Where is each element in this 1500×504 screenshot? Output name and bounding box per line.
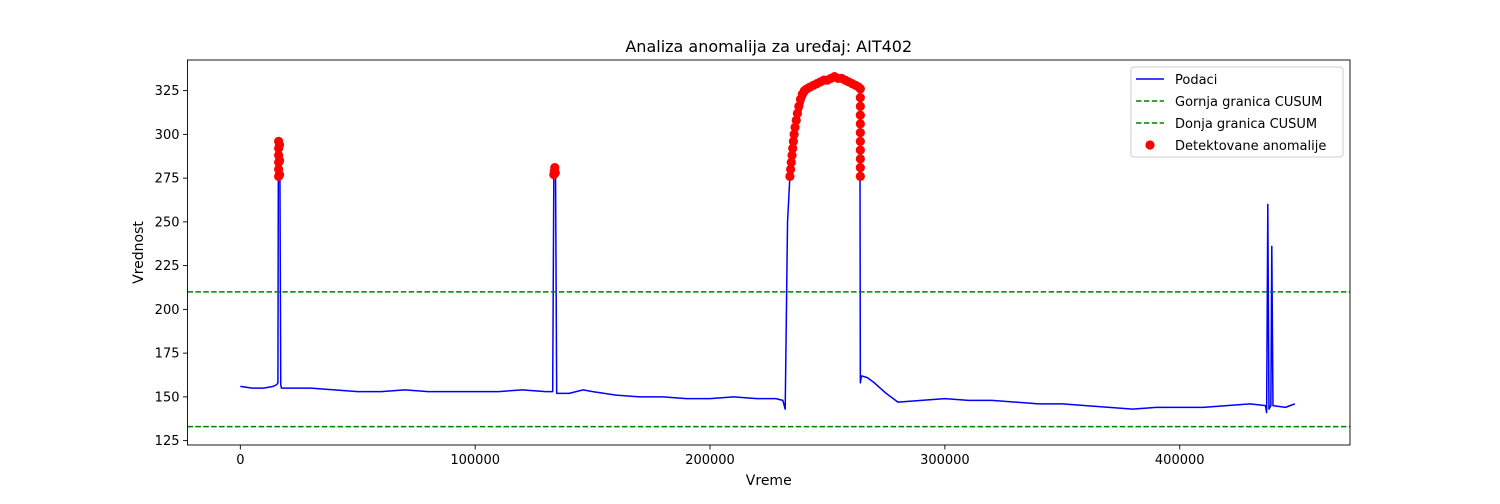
plot-content <box>187 72 1350 428</box>
x-tick-label-4: 400000 <box>1155 453 1205 468</box>
anomaly-point-18 <box>788 136 799 146</box>
anomaly-point-16 <box>787 150 797 160</box>
anomaly-point-20 <box>790 122 800 132</box>
anomaly-point-8 <box>274 140 285 150</box>
anomaly-point-15 <box>786 157 796 167</box>
anomaly-point-46 <box>855 145 865 155</box>
y-tick-label-3: 200 <box>155 303 180 318</box>
anomaly-point-7 <box>274 156 285 166</box>
anomaly-point-53 <box>855 84 865 94</box>
y-axis: 125 150 175 200 225 250 275 300 325 <box>155 84 188 449</box>
anomaly-point-14 <box>785 164 796 174</box>
anomaly-point-52 <box>855 93 865 103</box>
anomaly-point-23 <box>794 101 804 111</box>
anomaly-point-22 <box>792 108 803 118</box>
y-tick-label-7: 300 <box>155 128 180 143</box>
anomaly-point-48 <box>855 128 865 138</box>
anomaly-point-49 <box>855 119 865 129</box>
y-tick-label-2: 175 <box>155 347 180 362</box>
y-tick-label-4: 225 <box>155 259 180 274</box>
anomaly-point-50 <box>855 110 865 120</box>
anomaly-point-44 <box>855 163 865 173</box>
y-tick-label-5: 250 <box>155 215 180 230</box>
x-axis-label: Vreme <box>746 473 792 489</box>
y-tick-label-8: 325 <box>155 84 180 99</box>
anomaly-point-45 <box>855 154 865 164</box>
plot-area <box>187 59 1351 446</box>
anomaly-point-13 <box>785 171 795 181</box>
x-tick-label-1: 100000 <box>450 453 500 468</box>
x-tick-label-3: 300000 <box>920 453 970 468</box>
anomaly-point-6 <box>274 170 285 180</box>
anomaly-point-43 <box>855 171 865 181</box>
plot-frame <box>187 59 1351 446</box>
legend-label-2: Donja granica CUSUM <box>1175 117 1317 132</box>
legend-marker-3 <box>1145 140 1155 150</box>
x-tick-label-0: 0 <box>236 453 244 468</box>
legend: Podaci Gornja granica CUSUM Donja granica … <box>1130 66 1344 158</box>
anomaly-point-21 <box>791 115 801 125</box>
anomaly-point-12 <box>550 168 560 178</box>
y-tick-label-0: 125 <box>155 434 180 449</box>
anomaly-point-17 <box>788 143 798 153</box>
anomaly-point-51 <box>855 101 865 111</box>
chart-title: Analiza anomalija za uređaj: AIT402 <box>625 37 912 56</box>
anomaly-point-47 <box>855 136 865 146</box>
legend-label-3: Detektovane anomalije <box>1175 139 1326 154</box>
y-tick-label-6: 275 <box>155 172 180 187</box>
y-axis-label: Vrednost <box>131 221 147 284</box>
anomaly-point-19 <box>789 129 799 139</box>
x-axis: 0 100000 200000 300000 400000 <box>236 445 1205 468</box>
legend-label-0: Podaci <box>1175 73 1217 88</box>
x-tick-label-2: 200000 <box>685 453 735 468</box>
legend-label-1: Gornja granica CUSUM <box>1175 95 1322 110</box>
y-tick-label-1: 150 <box>155 390 180 405</box>
legend-box <box>1130 66 1344 158</box>
